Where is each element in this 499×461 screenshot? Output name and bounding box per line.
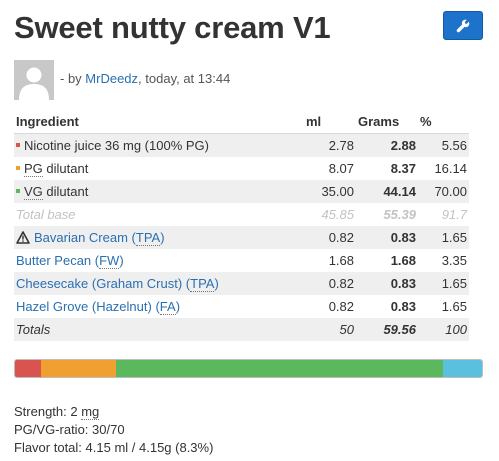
grams-cell: 44.14 — [356, 180, 418, 203]
table-row: PG dilutant 8.07 8.37 16.14 — [14, 157, 469, 180]
grams-cell: 8.37 — [390, 161, 416, 176]
percent-cell: 100 — [418, 318, 469, 341]
percent-cell: 16.14 — [434, 161, 467, 176]
flavor-link[interactable]: Cheesecake (Graham Crust) (TPA) — [16, 276, 219, 292]
pgvg-ratio: PG/VG-ratio: 30/70 — [14, 422, 125, 437]
grams-cell: 55.39 — [383, 207, 416, 222]
ml-cell: 35.00 — [304, 180, 356, 203]
ingredient-cell: Cheesecake (Graham Crust) (TPA) — [14, 272, 304, 295]
header-ml: ml — [304, 110, 356, 134]
table-header-row: Ingredient ml Grams % — [14, 110, 469, 134]
flavor-name: Butter Pecan ( — [16, 253, 100, 268]
flavor-name: Bavarian Cream ( — [34, 230, 136, 245]
percent-cell: 1.65 — [418, 272, 469, 295]
flavor-link[interactable]: Hazel Grove (Hazelnut) (FA) — [16, 299, 180, 315]
composition-segment-vg — [116, 360, 444, 377]
table-row: Nicotine juice 36 mg (100% PG) 2.78 2.88… — [14, 133, 469, 157]
edit-recipe-button[interactable] — [443, 11, 483, 40]
avatar[interactable] — [14, 60, 54, 100]
table-row: Cheesecake (Graham Crust) (TPA) 0.82 0.8… — [14, 272, 469, 295]
warning-triangle-icon[interactable] — [16, 231, 30, 244]
percent-cell: 3.35 — [441, 253, 467, 268]
ml-cell: 8.07 — [328, 161, 354, 176]
totals-row: Totals 50 59.56 100 — [14, 318, 469, 341]
percent-cell: 91.7 — [441, 207, 467, 222]
total-base-row: Total base 45.85 55.39 91.7 — [14, 203, 469, 226]
grams-cell: 0.83 — [356, 272, 418, 295]
grams-cell: 0.83 — [356, 226, 418, 249]
flavor-name-end: ) — [119, 253, 124, 268]
table-row: Hazel Grove (Hazelnut) (FA) 0.82 0.83 1.… — [14, 295, 469, 318]
ingredient-cell: Bavarian Cream (TPA) — [14, 226, 304, 249]
flavor-name-end: ) — [175, 299, 181, 314]
flavor-total: Flavor total: 4.15 ml / 4.15g (8.3%) — [14, 440, 214, 455]
percent-cell: 1.65 — [441, 299, 467, 314]
composition-segment-nicotine — [15, 360, 41, 377]
recipe-stats: Strength: 2 mg PG/VG-ratio: 30/70 Flavor… — [14, 403, 213, 457]
percent-cell: 5.56 — [418, 133, 469, 157]
vg-abbreviation[interactable]: VG — [24, 184, 43, 200]
color-swatch — [16, 189, 20, 194]
author-link[interactable]: MrDeedz — [85, 71, 139, 86]
flavor-name: Hazel Grove (Hazelnut) ( — [16, 299, 160, 314]
ml-cell: 45.85 — [321, 207, 354, 222]
flavor-name: Cheesecake (Graham Crust) ( — [16, 276, 191, 291]
ingredient-name: Nicotine juice 36 mg (100% PG) — [24, 138, 209, 153]
strength-line: Strength: 2 mg — [14, 403, 213, 421]
grams-cell: 59.56 — [356, 318, 418, 341]
byline: - by MrDeedz, today, at 13:44 — [60, 71, 230, 86]
flavor-link[interactable]: Butter Pecan (FW) — [16, 253, 124, 269]
composition-segment-flavors — [443, 360, 482, 377]
vendor-abbreviation[interactable]: FA — [159, 299, 176, 315]
table-row: VG dilutant 35.00 44.14 70.00 — [14, 180, 469, 203]
ml-cell: 0.82 — [304, 272, 356, 295]
grams-cell: 2.88 — [356, 133, 418, 157]
ml-cell: 2.78 — [304, 133, 356, 157]
ml-cell: 1.68 — [328, 253, 354, 268]
ingredient-cell: Butter Pecan (FW) — [14, 249, 304, 272]
strength-unit[interactable]: mg — [81, 404, 100, 420]
flavor-name-end: ) — [160, 230, 165, 245]
flavor-name-end: ) — [214, 276, 219, 291]
byline-prefix: - by — [60, 71, 86, 86]
grams-cell: 0.83 — [390, 299, 416, 314]
wrench-icon — [456, 19, 470, 32]
ingredient-cell: PG dilutant — [14, 157, 304, 180]
header-grams: Grams — [356, 110, 418, 134]
pg-abbreviation[interactable]: PG — [24, 161, 43, 177]
composition-bar — [14, 359, 483, 378]
color-swatch — [16, 166, 20, 171]
flavor-link[interactable]: Bavarian Cream (TPA) — [34, 230, 165, 246]
recipe-title: Sweet nutty cream V1 — [14, 10, 331, 45]
strength-label: Strength: 2 — [14, 404, 82, 419]
ingredient-suffix: dilutant — [42, 161, 89, 176]
ingredient-table: Ingredient ml Grams % Nicotine juice 36 … — [14, 110, 469, 341]
table-row: Bavarian Cream (TPA) 0.82 0.83 1.65 — [14, 226, 469, 249]
ml-cell: 50 — [304, 318, 356, 341]
ingredient-cell: Nicotine juice 36 mg (100% PG) — [14, 133, 304, 157]
total-base-label: Total base — [16, 207, 76, 222]
color-swatch — [16, 143, 20, 148]
ingredient-cell: VG dilutant — [14, 180, 304, 203]
byline-time: , today, at 13:44 — [138, 71, 231, 86]
grams-cell: 1.68 — [390, 253, 416, 268]
percent-cell: 70.00 — [418, 180, 469, 203]
composition-segment-pg — [40, 360, 117, 377]
ml-cell: 0.82 — [328, 299, 354, 314]
ingredient-cell: Hazel Grove (Hazelnut) (FA) — [14, 295, 304, 318]
ingredient-suffix: dilutant — [42, 184, 89, 199]
vendor-abbreviation[interactable]: FW — [99, 253, 120, 269]
table-row: Butter Pecan (FW) 1.68 1.68 3.35 — [14, 249, 469, 272]
user-icon — [14, 60, 54, 100]
vendor-abbreviation[interactable]: TPA — [190, 276, 215, 292]
header-ingredient: Ingredient — [14, 110, 304, 134]
ml-cell: 0.82 — [304, 226, 356, 249]
vendor-abbreviation[interactable]: TPA — [135, 230, 161, 246]
header-percent: % — [418, 110, 469, 134]
percent-cell: 1.65 — [418, 226, 469, 249]
totals-label: Totals — [14, 318, 304, 341]
